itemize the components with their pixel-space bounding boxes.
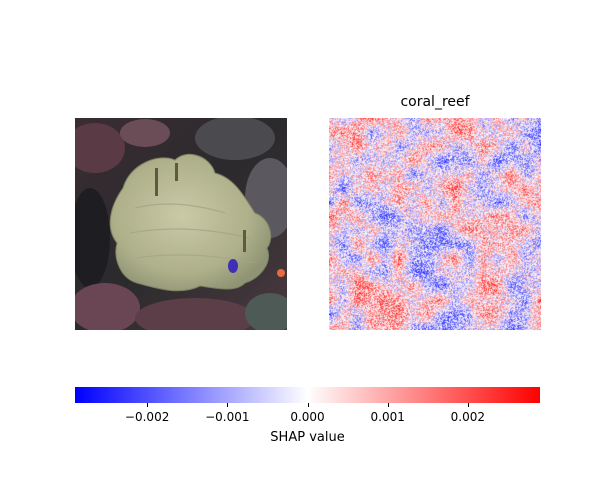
colorbar-tick-label: −0.002 — [124, 410, 170, 424]
input-image — [75, 118, 287, 330]
colorbar-tick-label: 0.000 — [290, 410, 325, 424]
shap-heatmap — [329, 118, 541, 330]
colorbar — [75, 387, 540, 403]
colorbar-tick-label: 0.001 — [370, 410, 405, 424]
colorbar-tick-label: −0.001 — [205, 410, 250, 424]
coral-branch — [175, 163, 178, 181]
blue-fish — [228, 259, 238, 273]
colorbar-label: SHAP value — [270, 430, 345, 445]
orange-fish — [277, 269, 285, 277]
shap-panel-title: coral_reef — [400, 94, 470, 110]
colorbar-tick-mark — [147, 403, 149, 407]
colorbar-tick-label: 0.002 — [450, 410, 486, 424]
reef-rocks — [75, 118, 287, 330]
colorbar-tick-mark — [227, 403, 229, 407]
coral-branch — [155, 168, 158, 196]
coral-ridges — [129, 203, 256, 264]
colorbar-tick-mark — [387, 403, 389, 407]
coral-branch — [243, 230, 246, 252]
colorbar-tick-mark — [307, 403, 309, 407]
colorbar-tick-mark — [467, 403, 469, 407]
